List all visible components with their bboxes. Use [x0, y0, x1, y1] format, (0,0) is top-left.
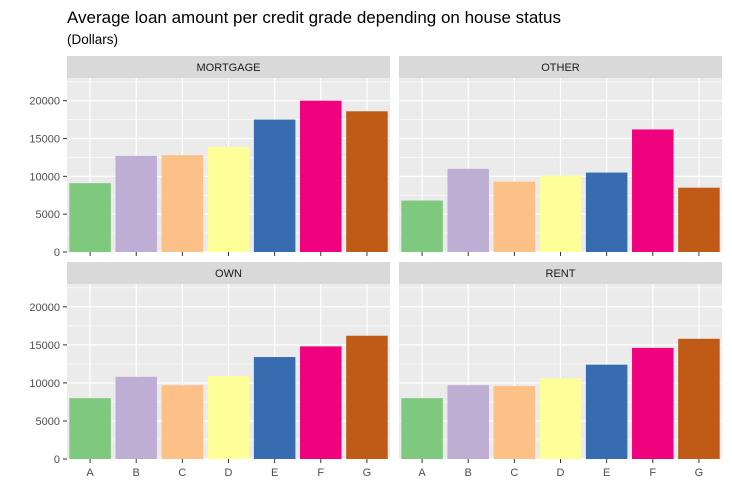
y-tick-label: 5000: [36, 416, 60, 428]
chart-subtitle: (Dollars): [67, 32, 118, 47]
y-tick-label: 10000: [29, 171, 60, 183]
y-tick-label: 20000: [29, 96, 60, 108]
bar-rent-g: [678, 338, 720, 459]
bar-rent-a: [401, 398, 443, 459]
bar-other-b: [447, 168, 489, 252]
bar-other-d: [539, 175, 582, 252]
x-tick-label: F: [649, 467, 656, 479]
y-tick-label: 0: [54, 247, 60, 259]
bar-other-f: [632, 129, 674, 252]
bar-rent-b: [447, 385, 489, 459]
bar-other-e: [585, 172, 628, 252]
bar-own-b: [115, 376, 157, 459]
panel-strip: [399, 56, 722, 78]
x-tick-label: D: [225, 467, 233, 479]
x-tick-label: F: [317, 467, 324, 479]
panel-strip-label: OWN: [215, 268, 242, 280]
bar-rent-e: [585, 364, 628, 459]
x-tick-label: C: [178, 467, 186, 479]
bar-rent-c: [493, 385, 536, 459]
panel-strip: [67, 56, 390, 78]
bar-mortgage-f: [300, 100, 342, 253]
panel-mortgage: MORTGAGE 0 5000 10000 15000 20000: [29, 56, 390, 259]
x-tick-label: B: [133, 467, 140, 479]
bar-own-a: [69, 398, 111, 459]
bar-other-a: [401, 200, 443, 252]
x-tick-label: A: [86, 467, 94, 479]
panel-own: OWN 0 5000 10000 15000 20000 A B C D E F G: [29, 262, 390, 479]
bar-own-g: [346, 335, 388, 459]
bar-rent-d: [539, 378, 582, 459]
y-tick-label: 5000: [36, 209, 60, 221]
panel-strip: [67, 262, 390, 284]
y-tick-label: 15000: [29, 134, 60, 146]
bar-mortgage-g: [346, 111, 388, 252]
x-tick-label: G: [695, 467, 704, 479]
bar-other-c: [493, 181, 536, 252]
x-tick-label: B: [465, 467, 472, 479]
panel-other: OTHER: [399, 56, 722, 256]
panel-strip: [399, 262, 722, 284]
y-tick-label: 20000: [29, 302, 60, 314]
bar-rent-f: [632, 347, 674, 459]
x-tick-label: E: [271, 467, 278, 479]
bar-own-d: [207, 376, 250, 459]
bar-mortgage-d: [207, 146, 250, 252]
bar-own-e: [253, 357, 296, 459]
bar-mortgage-c: [161, 155, 204, 252]
bar-own-f: [300, 346, 342, 459]
x-tick-label: E: [603, 467, 610, 479]
bar-other-g: [678, 187, 720, 252]
bar-mortgage-a: [69, 183, 111, 252]
panel-rent: RENT A B C D E F G: [399, 262, 722, 479]
panel-strip-label: MORTGAGE: [197, 62, 261, 74]
x-tick-label: C: [510, 467, 518, 479]
x-tick-label: A: [418, 467, 426, 479]
bar-mortgage-b: [115, 155, 157, 252]
facet-panels: MORTGAGE 0 5000 10000 15000 20000 OTHER OWN 0 500…: [29, 56, 722, 479]
panel-strip-label: RENT: [546, 268, 576, 280]
chart-title: Average loan amount per credit grade dep…: [67, 8, 561, 27]
bar-mortgage-e: [253, 119, 296, 252]
bar-own-c: [161, 385, 204, 459]
y-tick-label: 10000: [29, 378, 60, 390]
y-tick-label: 0: [54, 454, 60, 466]
panel-strip-label: OTHER: [541, 62, 580, 74]
y-tick-label: 15000: [29, 340, 60, 352]
x-tick-label: D: [557, 467, 565, 479]
x-tick-label: G: [363, 467, 372, 479]
